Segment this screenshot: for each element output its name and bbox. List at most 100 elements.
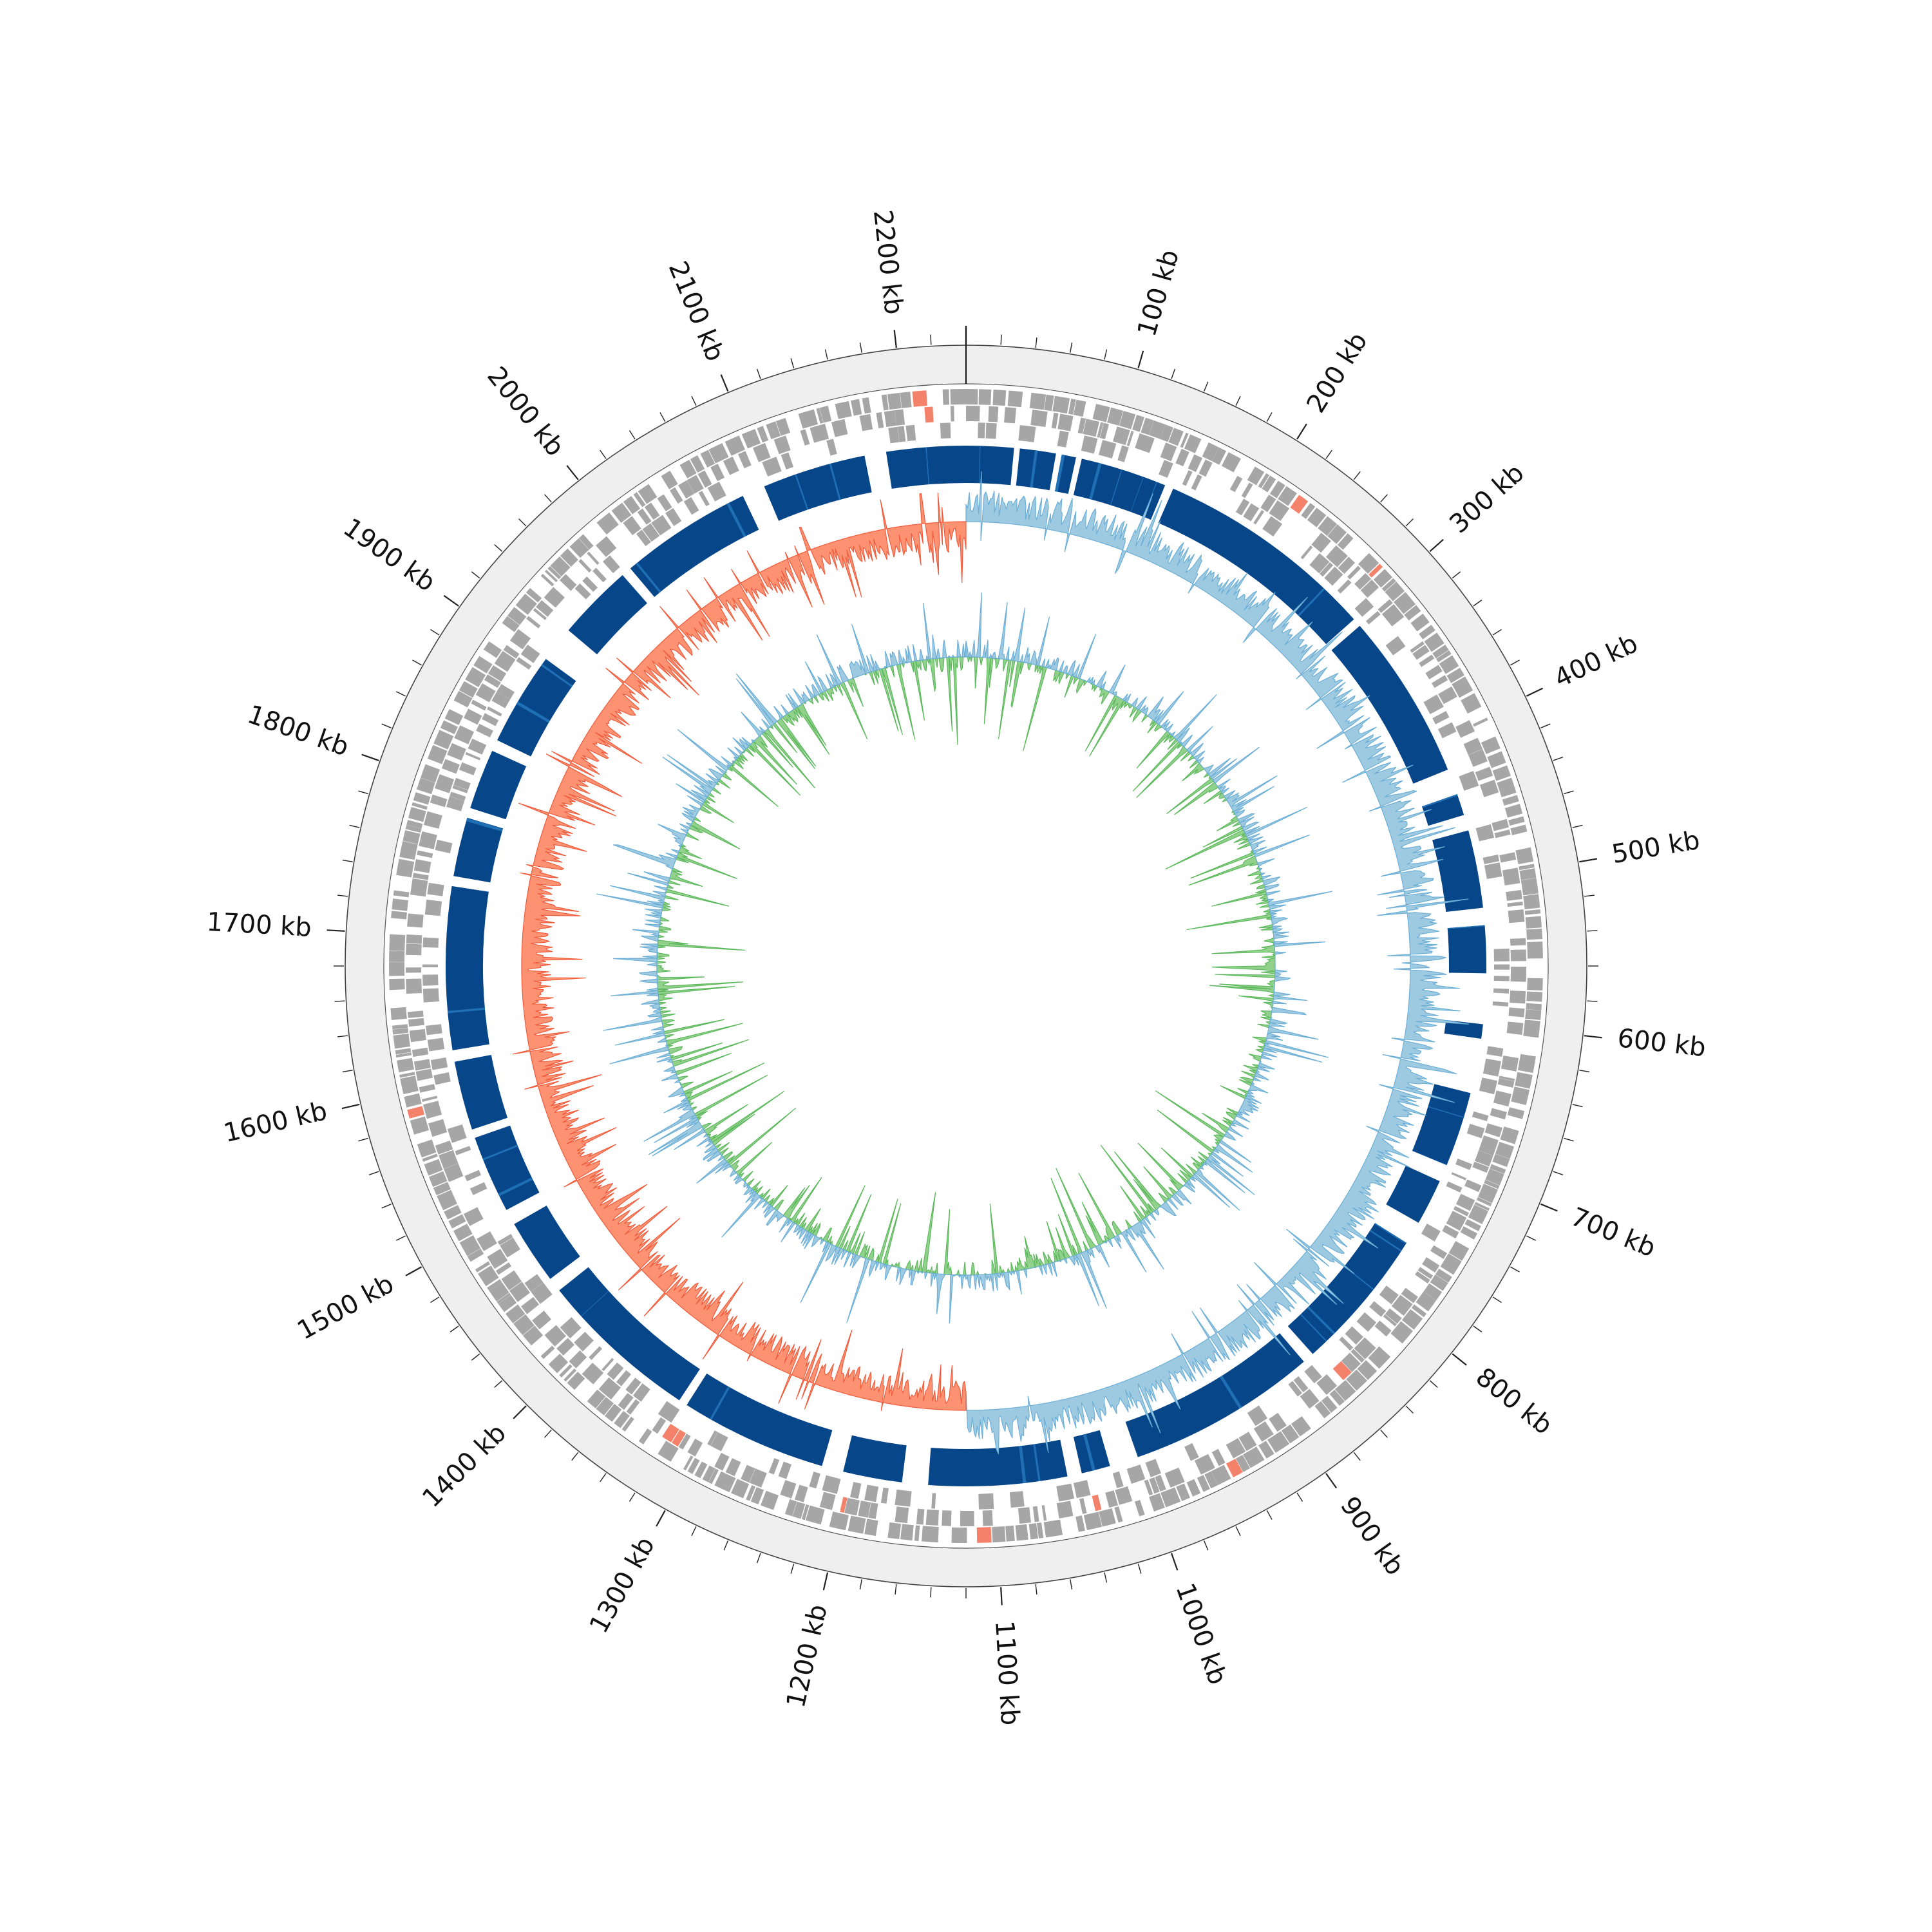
feature-box xyxy=(1075,1515,1085,1532)
feature-box xyxy=(1159,460,1173,478)
blast-variant xyxy=(925,447,930,485)
feature-box xyxy=(1510,967,1526,982)
feature-box xyxy=(1247,466,1265,486)
feature-box xyxy=(430,1057,448,1070)
feature-box xyxy=(550,556,571,577)
feature-box xyxy=(775,418,791,436)
blast-track xyxy=(446,446,1486,1486)
feature-box xyxy=(895,1489,912,1507)
feature-box xyxy=(1493,976,1510,981)
feature-box xyxy=(574,1331,594,1352)
minor-tick xyxy=(1526,1235,1537,1241)
feature-box xyxy=(1301,503,1316,519)
minor-tick xyxy=(1266,1510,1273,1520)
feature-box xyxy=(598,1377,621,1400)
feature-box xyxy=(1379,1285,1399,1305)
feature-box xyxy=(464,1170,482,1182)
minor-tick xyxy=(1564,1137,1574,1142)
feature-box xyxy=(1497,777,1517,797)
feature-box xyxy=(714,1452,730,1471)
feature-box xyxy=(1028,1523,1039,1540)
feature-box xyxy=(446,796,465,811)
feature-box xyxy=(1484,1123,1502,1137)
feature-box xyxy=(1350,1349,1365,1363)
blast-block xyxy=(514,1205,580,1279)
feature-box xyxy=(1180,432,1189,448)
feature-box xyxy=(1492,819,1509,831)
blast-block xyxy=(1073,459,1166,520)
feature-box xyxy=(1504,804,1523,818)
feature-box xyxy=(520,645,540,663)
minor-tick xyxy=(544,494,552,503)
feature-box xyxy=(1482,854,1500,864)
feature-box xyxy=(1453,1206,1470,1217)
minor-tick xyxy=(1473,600,1482,607)
feature-box xyxy=(773,435,791,455)
feature-box xyxy=(800,429,810,446)
feature-box xyxy=(1520,878,1539,896)
feature-box xyxy=(690,455,705,473)
feature-box xyxy=(503,645,520,659)
feature-box xyxy=(1300,545,1313,560)
feature-box xyxy=(484,674,501,688)
feature-box xyxy=(433,1182,451,1196)
feature-box xyxy=(1423,694,1444,714)
feature-box xyxy=(1184,1443,1199,1461)
tick-label-2000: 2000 kb xyxy=(481,361,570,462)
feature-box xyxy=(428,1171,448,1188)
feature-box xyxy=(596,512,619,535)
feature-box xyxy=(487,1249,508,1269)
blast-variant xyxy=(1219,1375,1242,1409)
feature-box xyxy=(1401,1287,1418,1303)
feature-box xyxy=(1419,625,1435,639)
feature-box xyxy=(390,1007,407,1021)
feature-box xyxy=(455,1146,471,1155)
feature-box xyxy=(746,1485,756,1501)
feature-box xyxy=(1247,1405,1268,1426)
feature-box xyxy=(1009,1491,1025,1508)
feature-box xyxy=(1412,645,1430,660)
blast-block xyxy=(1331,625,1448,784)
feature-box xyxy=(900,392,912,408)
feature-box xyxy=(826,439,837,456)
feature-box xyxy=(463,708,482,725)
blast-block xyxy=(1016,448,1056,491)
feature-box xyxy=(633,492,646,507)
feature-box xyxy=(407,1010,424,1018)
feature-box xyxy=(1472,1161,1489,1173)
feature-box xyxy=(942,1510,952,1526)
minor-tick xyxy=(430,629,440,636)
feature-box xyxy=(1339,1336,1354,1351)
feature-box xyxy=(491,692,511,708)
feature-box xyxy=(1523,1019,1540,1038)
feature-box xyxy=(435,1141,453,1155)
feature-box xyxy=(1149,1477,1160,1494)
feature-box xyxy=(1484,862,1502,879)
minor-tick xyxy=(1540,723,1551,728)
minor-tick xyxy=(1553,1171,1564,1175)
blast-variant xyxy=(448,1007,486,1014)
feature-box xyxy=(942,389,950,405)
tick-label-700: 700 kb xyxy=(1566,1202,1660,1263)
feature-box xyxy=(439,1150,459,1170)
feature-box xyxy=(1099,1508,1116,1527)
feature-box xyxy=(409,1028,426,1043)
feature-box xyxy=(569,538,589,558)
feature-box xyxy=(623,496,641,515)
feature-box xyxy=(1018,1507,1031,1524)
feature-box xyxy=(637,508,652,525)
tick-label-300: 300 kb xyxy=(1444,458,1530,539)
feature-box xyxy=(1452,676,1473,698)
feature-box xyxy=(925,1509,939,1526)
feature-box xyxy=(707,1430,718,1446)
feature-box xyxy=(494,650,516,672)
feature-box xyxy=(940,422,951,439)
feature-box xyxy=(822,1475,841,1494)
minor-tick xyxy=(757,368,761,379)
feature-box xyxy=(1385,582,1405,601)
blast-variant xyxy=(1374,1223,1407,1244)
feature-box xyxy=(1073,1480,1091,1499)
feature-box xyxy=(897,426,906,442)
feature-box xyxy=(708,442,729,464)
minor-tick xyxy=(600,450,607,459)
